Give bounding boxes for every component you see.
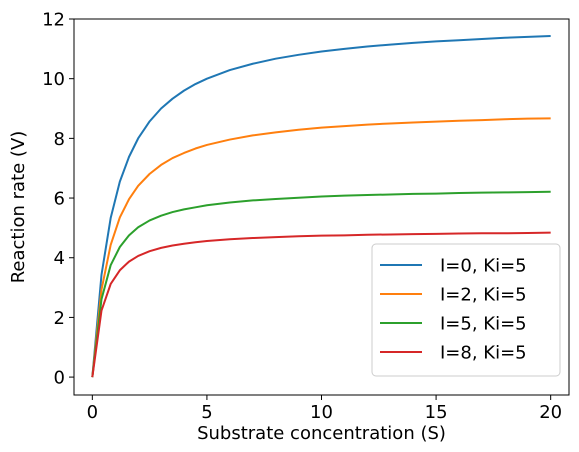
y-tick-label: 6	[54, 189, 65, 210]
y-tick-label: 12	[42, 10, 65, 31]
legend: I=0, Ki=5 I=2, Ki=5 I=5, Ki=5 I=8, Ki=5	[371, 243, 561, 377]
legend-label-3: I=5, Ki=5	[440, 314, 527, 335]
y-tick-label: 10	[42, 69, 65, 90]
x-tick-label: 15	[425, 402, 448, 423]
y-tick-label: 8	[54, 129, 65, 150]
x-tick-label: 0	[87, 402, 98, 423]
legend-box	[371, 243, 561, 377]
x-tick-label: 10	[310, 402, 333, 423]
x-tick-label: 5	[201, 402, 212, 423]
y-tick-label: 2	[54, 308, 65, 329]
series-line-1	[91, 35, 551, 378]
y-tick-label: 0	[54, 368, 65, 389]
x-tick-label: 20	[539, 402, 562, 423]
y-axis-label: Reaction rate (V)	[8, 131, 29, 284]
y-tick-label: 4	[54, 248, 65, 269]
legend-label-4: I=8, Ki=5	[440, 343, 527, 364]
legend-label-2: I=2, Ki=5	[440, 285, 527, 306]
x-axis-label: Substrate concentration (S)	[197, 423, 446, 444]
series-line-4	[91, 231, 551, 378]
series-line-3	[91, 190, 551, 378]
series-group	[91, 35, 551, 378]
legend-label-1: I=0, Ki=5	[440, 256, 527, 277]
y-axis: 0 2 4 6 8 10 12	[42, 10, 74, 389]
x-axis: 0 5 10 15 20	[87, 395, 562, 423]
series-line-2	[91, 117, 551, 378]
